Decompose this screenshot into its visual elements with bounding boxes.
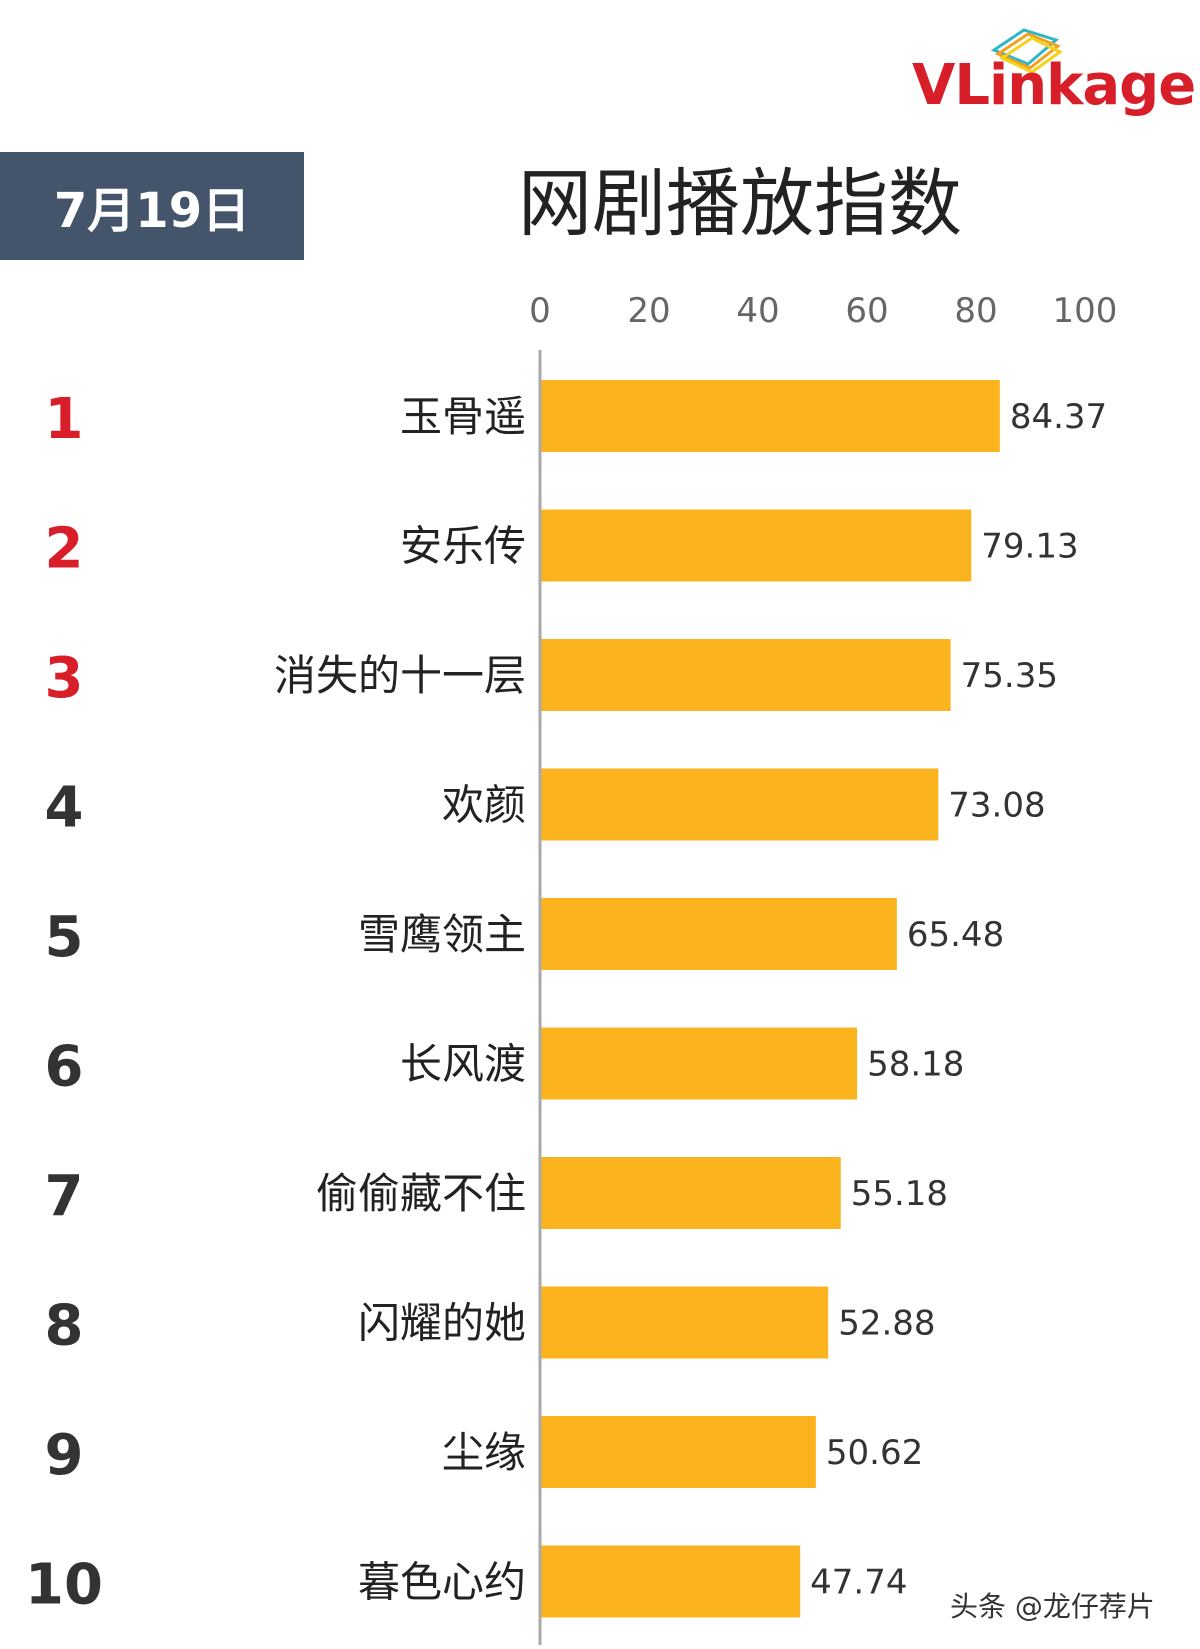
bar-value-label: 65.48 — [907, 915, 1004, 955]
category-label: 欢颜 — [442, 781, 526, 830]
bar — [540, 1027, 858, 1100]
category-label: 安乐传 — [400, 522, 526, 571]
bar-value-label: 52.88 — [838, 1304, 935, 1344]
x-tick-label: 20 — [627, 291, 670, 331]
rank-number: 8 — [45, 1294, 84, 1359]
rank-number: 9 — [45, 1423, 84, 1488]
bar — [540, 1157, 841, 1229]
x-tick-label: 0 — [529, 291, 551, 331]
bar — [540, 639, 951, 711]
bar-value-label: 73.08 — [948, 786, 1045, 826]
vlinkage-logo: VLinkage — [912, 22, 1196, 132]
bar — [540, 1286, 829, 1359]
x-tick-label: 80 — [954, 291, 997, 331]
category-label: 尘缘 — [442, 1428, 526, 1477]
rank-number: 10 — [25, 1553, 103, 1618]
rank-number: 6 — [45, 1035, 84, 1100]
category-label: 消失的十一层 — [274, 651, 526, 700]
bar — [540, 1416, 816, 1488]
bar-value-label: 79.13 — [981, 527, 1078, 567]
bar — [540, 898, 897, 970]
x-tick-label: 60 — [845, 291, 888, 331]
date-label: 7月19日 — [0, 152, 304, 260]
logo-text: VLinkage — [912, 53, 1196, 118]
rank-number: 3 — [45, 646, 84, 711]
chart-title: 网剧播放指数 — [518, 161, 962, 247]
rank-number: 2 — [45, 517, 84, 582]
rank-number: 7 — [45, 1164, 84, 1229]
watermark-text: 头条 @龙仔荐片 — [950, 1590, 1155, 1623]
bar — [540, 768, 939, 841]
logo-frames-icon — [990, 28, 1063, 74]
bar-value-label: 55.18 — [851, 1174, 948, 1214]
bar-value-label: 47.74 — [810, 1563, 907, 1603]
bar — [540, 509, 972, 582]
bar-value-label: 50.62 — [826, 1433, 923, 1473]
category-label: 暮色心约 — [358, 1558, 526, 1607]
category-label: 长风渡 — [400, 1040, 526, 1089]
category-label: 偷偷藏不住 — [316, 1169, 526, 1218]
rank-number: 4 — [45, 776, 84, 841]
bar-value-label: 75.35 — [961, 656, 1058, 696]
category-label: 玉骨遥 — [400, 392, 526, 441]
x-tick-label: 100 — [1053, 291, 1118, 331]
bar-value-label: 58.18 — [867, 1045, 964, 1085]
bar — [540, 1545, 801, 1618]
bar-value-label: 84.37 — [1010, 397, 1107, 437]
rank-number: 1 — [45, 387, 84, 452]
category-label: 闪耀的她 — [358, 1299, 526, 1348]
x-tick-label: 40 — [736, 291, 779, 331]
bar — [540, 380, 1000, 452]
rank-number: 5 — [45, 905, 84, 970]
category-label: 雪鹰领主 — [358, 910, 526, 959]
